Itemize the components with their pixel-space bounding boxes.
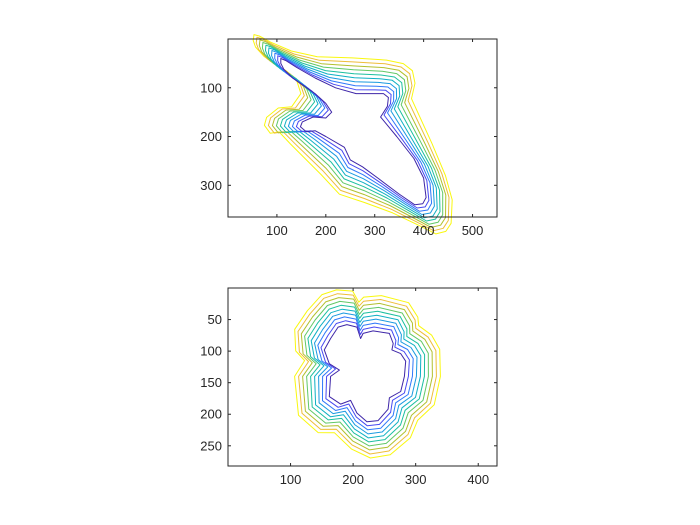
- bottom-x-tick-label: 400: [467, 472, 489, 487]
- top-contour-level-8: [258, 39, 447, 228]
- bottom-contour-level-9: [297, 293, 437, 455]
- bottom-x-ticks: 100 200 300 400: [280, 288, 489, 487]
- top-y-tick-label: 200: [200, 129, 222, 144]
- top-contour-axes: 100 200 300 400 500 100 200 300: [200, 34, 498, 238]
- bottom-y-ticks: 50 100 150 200 250: [200, 312, 497, 453]
- bottom-contour-level-5: [310, 308, 422, 439]
- top-x-tick-label: 200: [315, 223, 337, 238]
- bottom-contour-level-3: [317, 316, 414, 431]
- top-x-tick-label: 100: [266, 223, 288, 238]
- bottom-contour-lines: [294, 289, 441, 459]
- bottom-x-tick-label: 300: [405, 472, 427, 487]
- top-y-tick-label: 300: [200, 178, 222, 193]
- bottom-contour-level-2: [320, 320, 410, 427]
- bottom-x-tick-label: 200: [342, 472, 364, 487]
- top-axes-box: [227, 38, 498, 218]
- bottom-y-tick-label: 150: [200, 375, 222, 390]
- top-y-ticks: 100 200 300: [200, 80, 497, 193]
- bottom-contour-level-6: [307, 304, 426, 443]
- top-x-tick-label: 500: [462, 223, 484, 238]
- bottom-axes-box: [227, 287, 498, 467]
- top-x-ticks: 100 200 300 400 500: [266, 39, 483, 238]
- top-contour-lines: [252, 34, 453, 235]
- bottom-contour-level-10: [294, 289, 441, 459]
- bottom-y-tick-label: 200: [200, 407, 222, 422]
- top-contour-level-9: [255, 36, 450, 232]
- bottom-y-tick-label: 250: [200, 438, 222, 453]
- bottom-contour-axes: 100 200 300 400 50 100 150 200 250: [200, 287, 498, 487]
- bottom-y-tick-label: 100: [200, 344, 222, 359]
- bottom-y-tick-label: 50: [208, 312, 222, 327]
- bottom-contour-level-7: [304, 300, 429, 447]
- bottom-contour-level-4: [314, 312, 418, 435]
- bottom-contour-level-8: [300, 297, 433, 451]
- bottom-contour-level-1: [323, 324, 407, 423]
- top-x-tick-label: 300: [364, 223, 386, 238]
- bottom-x-tick-label: 100: [280, 472, 302, 487]
- top-contour-level-1: [280, 58, 427, 206]
- top-x-tick-label: 400: [413, 223, 435, 238]
- top-y-tick-label: 100: [200, 80, 222, 95]
